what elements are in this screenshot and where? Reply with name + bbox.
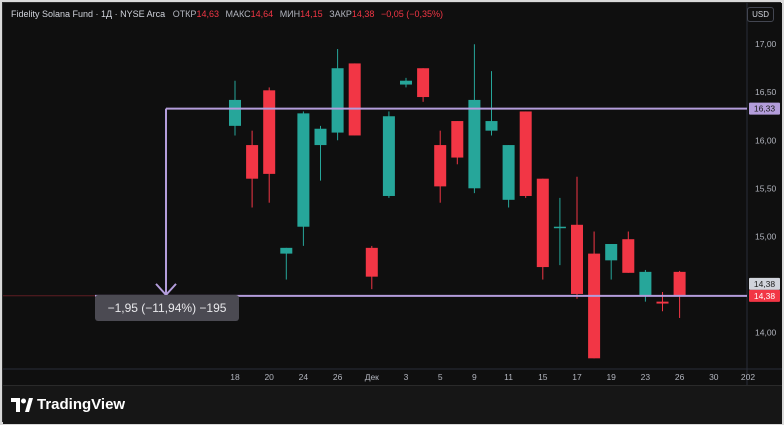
chart-area[interactable]: 17,00 16,50 16,00 15,50 15,00 14,00 18 20 24 26 Де… <box>3 3 782 385</box>
x-tick-label: 19 <box>606 372 616 382</box>
candle-body[interactable] <box>348 63 361 136</box>
candle-body[interactable] <box>571 224 583 294</box>
y-tick-label: 17,00 <box>755 39 777 49</box>
y-tick-label: 16,00 <box>755 135 777 145</box>
change-value: −0,05 (−0,35%) <box>380 9 443 19</box>
x-tick-label: 24 <box>299 372 309 382</box>
measure-result-label: −1,95 (−11,94%) −195 <box>95 295 239 321</box>
candle-body[interactable] <box>673 271 686 296</box>
candle-body[interactable] <box>536 178 549 268</box>
open-value: 14,63 <box>196 9 219 19</box>
price-tag-upper-bg <box>749 102 780 115</box>
measure-arrow-icon <box>155 283 177 297</box>
symbol-title: Fidelity Solana Fund · 1Д · NYSE Arca <box>11 9 166 19</box>
price-tag-lower-red-bg <box>749 289 780 302</box>
brand-name: TradingView <box>37 396 126 413</box>
candle-body[interactable] <box>400 80 412 85</box>
y-tick-label: 14,00 <box>755 327 777 337</box>
candle-body[interactable] <box>263 90 276 174</box>
candle-body[interactable] <box>382 116 395 196</box>
candlestick-chart[interactable]: 17,00 16,50 16,00 15,50 15,00 14,00 18 20 24 26 Де… <box>3 3 782 385</box>
x-tick-label: 23 <box>641 372 651 382</box>
candle-body[interactable] <box>297 113 310 227</box>
x-tick-label: Дек <box>365 372 379 382</box>
candle-body[interactable] <box>656 301 669 304</box>
open-label: ОТКР <box>172 9 197 19</box>
tradingview-brand[interactable]: TradingView <box>11 396 125 413</box>
candle-body[interactable] <box>485 121 498 131</box>
candle-body[interactable] <box>622 239 635 273</box>
x-tick-label: 30 <box>709 372 719 382</box>
candle-body[interactable] <box>434 145 447 187</box>
candle-body[interactable] <box>246 145 259 179</box>
price-tag-lower-gray: 14,38 <box>754 279 776 289</box>
tradingview-logo-icon <box>11 397 33 412</box>
x-tick-label: 17 <box>572 372 582 382</box>
candle-body[interactable] <box>588 253 601 359</box>
candle-body[interactable] <box>605 244 618 261</box>
candle-body[interactable] <box>468 99 481 189</box>
candle-body[interactable] <box>314 128 327 146</box>
candle-body[interactable] <box>639 271 652 296</box>
candle-body[interactable] <box>417 68 430 98</box>
x-tick-label: 5 <box>438 372 443 382</box>
legend-header: Fidelity Solana Fund · 1Д · NYSE Arca ОТ… <box>11 9 447 19</box>
candle-body[interactable] <box>553 226 566 229</box>
x-tick-label: 3 <box>404 372 409 382</box>
candle-body[interactable] <box>502 145 515 200</box>
candle-body[interactable] <box>451 121 464 158</box>
x-tick-label: 26 <box>333 372 343 382</box>
candle-body[interactable] <box>229 99 241 126</box>
low-value: 14,15 <box>300 9 323 19</box>
x-tick-label: 9 <box>472 372 477 382</box>
x-tick-label: 20 <box>264 372 274 382</box>
close-value: 14,38 <box>351 9 375 19</box>
price-tag-upper: 16,33 <box>754 104 776 114</box>
y-tick-label: 15,50 <box>755 183 777 193</box>
x-tick-label: 18 <box>230 372 240 382</box>
x-tick-label: 202 <box>741 372 755 382</box>
x-tick-label: 15 <box>538 372 548 382</box>
x-tick-label: 26 <box>675 372 685 382</box>
candle-body[interactable] <box>280 247 293 254</box>
high-label: МАКС <box>225 9 251 19</box>
x-tick-label: 11 <box>504 372 513 382</box>
high-value: 14,64 <box>250 9 274 19</box>
price-tag-lower-gray-bg <box>749 277 780 290</box>
low-label: МИН <box>279 9 301 19</box>
currency-button[interactable]: USD <box>747 7 774 22</box>
candle-body[interactable] <box>365 247 378 277</box>
price-tag-lower-red: 14,38 <box>754 291 776 301</box>
candle-body[interactable] <box>331 68 344 133</box>
y-tick-label: 15,00 <box>755 231 777 241</box>
close-label: ЗАКР <box>329 9 352 19</box>
footer-bar: TradingView <box>3 385 782 424</box>
candle-body[interactable] <box>519 111 532 196</box>
y-tick-label: 16,50 <box>755 87 777 97</box>
